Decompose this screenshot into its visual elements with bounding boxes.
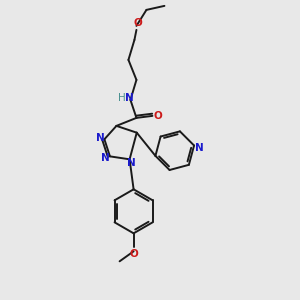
Text: N: N (100, 153, 109, 164)
Text: N: N (195, 143, 203, 154)
Text: N: N (96, 133, 105, 143)
Text: N: N (127, 158, 136, 168)
Text: H: H (118, 93, 125, 103)
Text: O: O (153, 111, 162, 121)
Text: N: N (125, 93, 134, 103)
Text: O: O (129, 249, 138, 259)
Text: O: O (133, 18, 142, 28)
